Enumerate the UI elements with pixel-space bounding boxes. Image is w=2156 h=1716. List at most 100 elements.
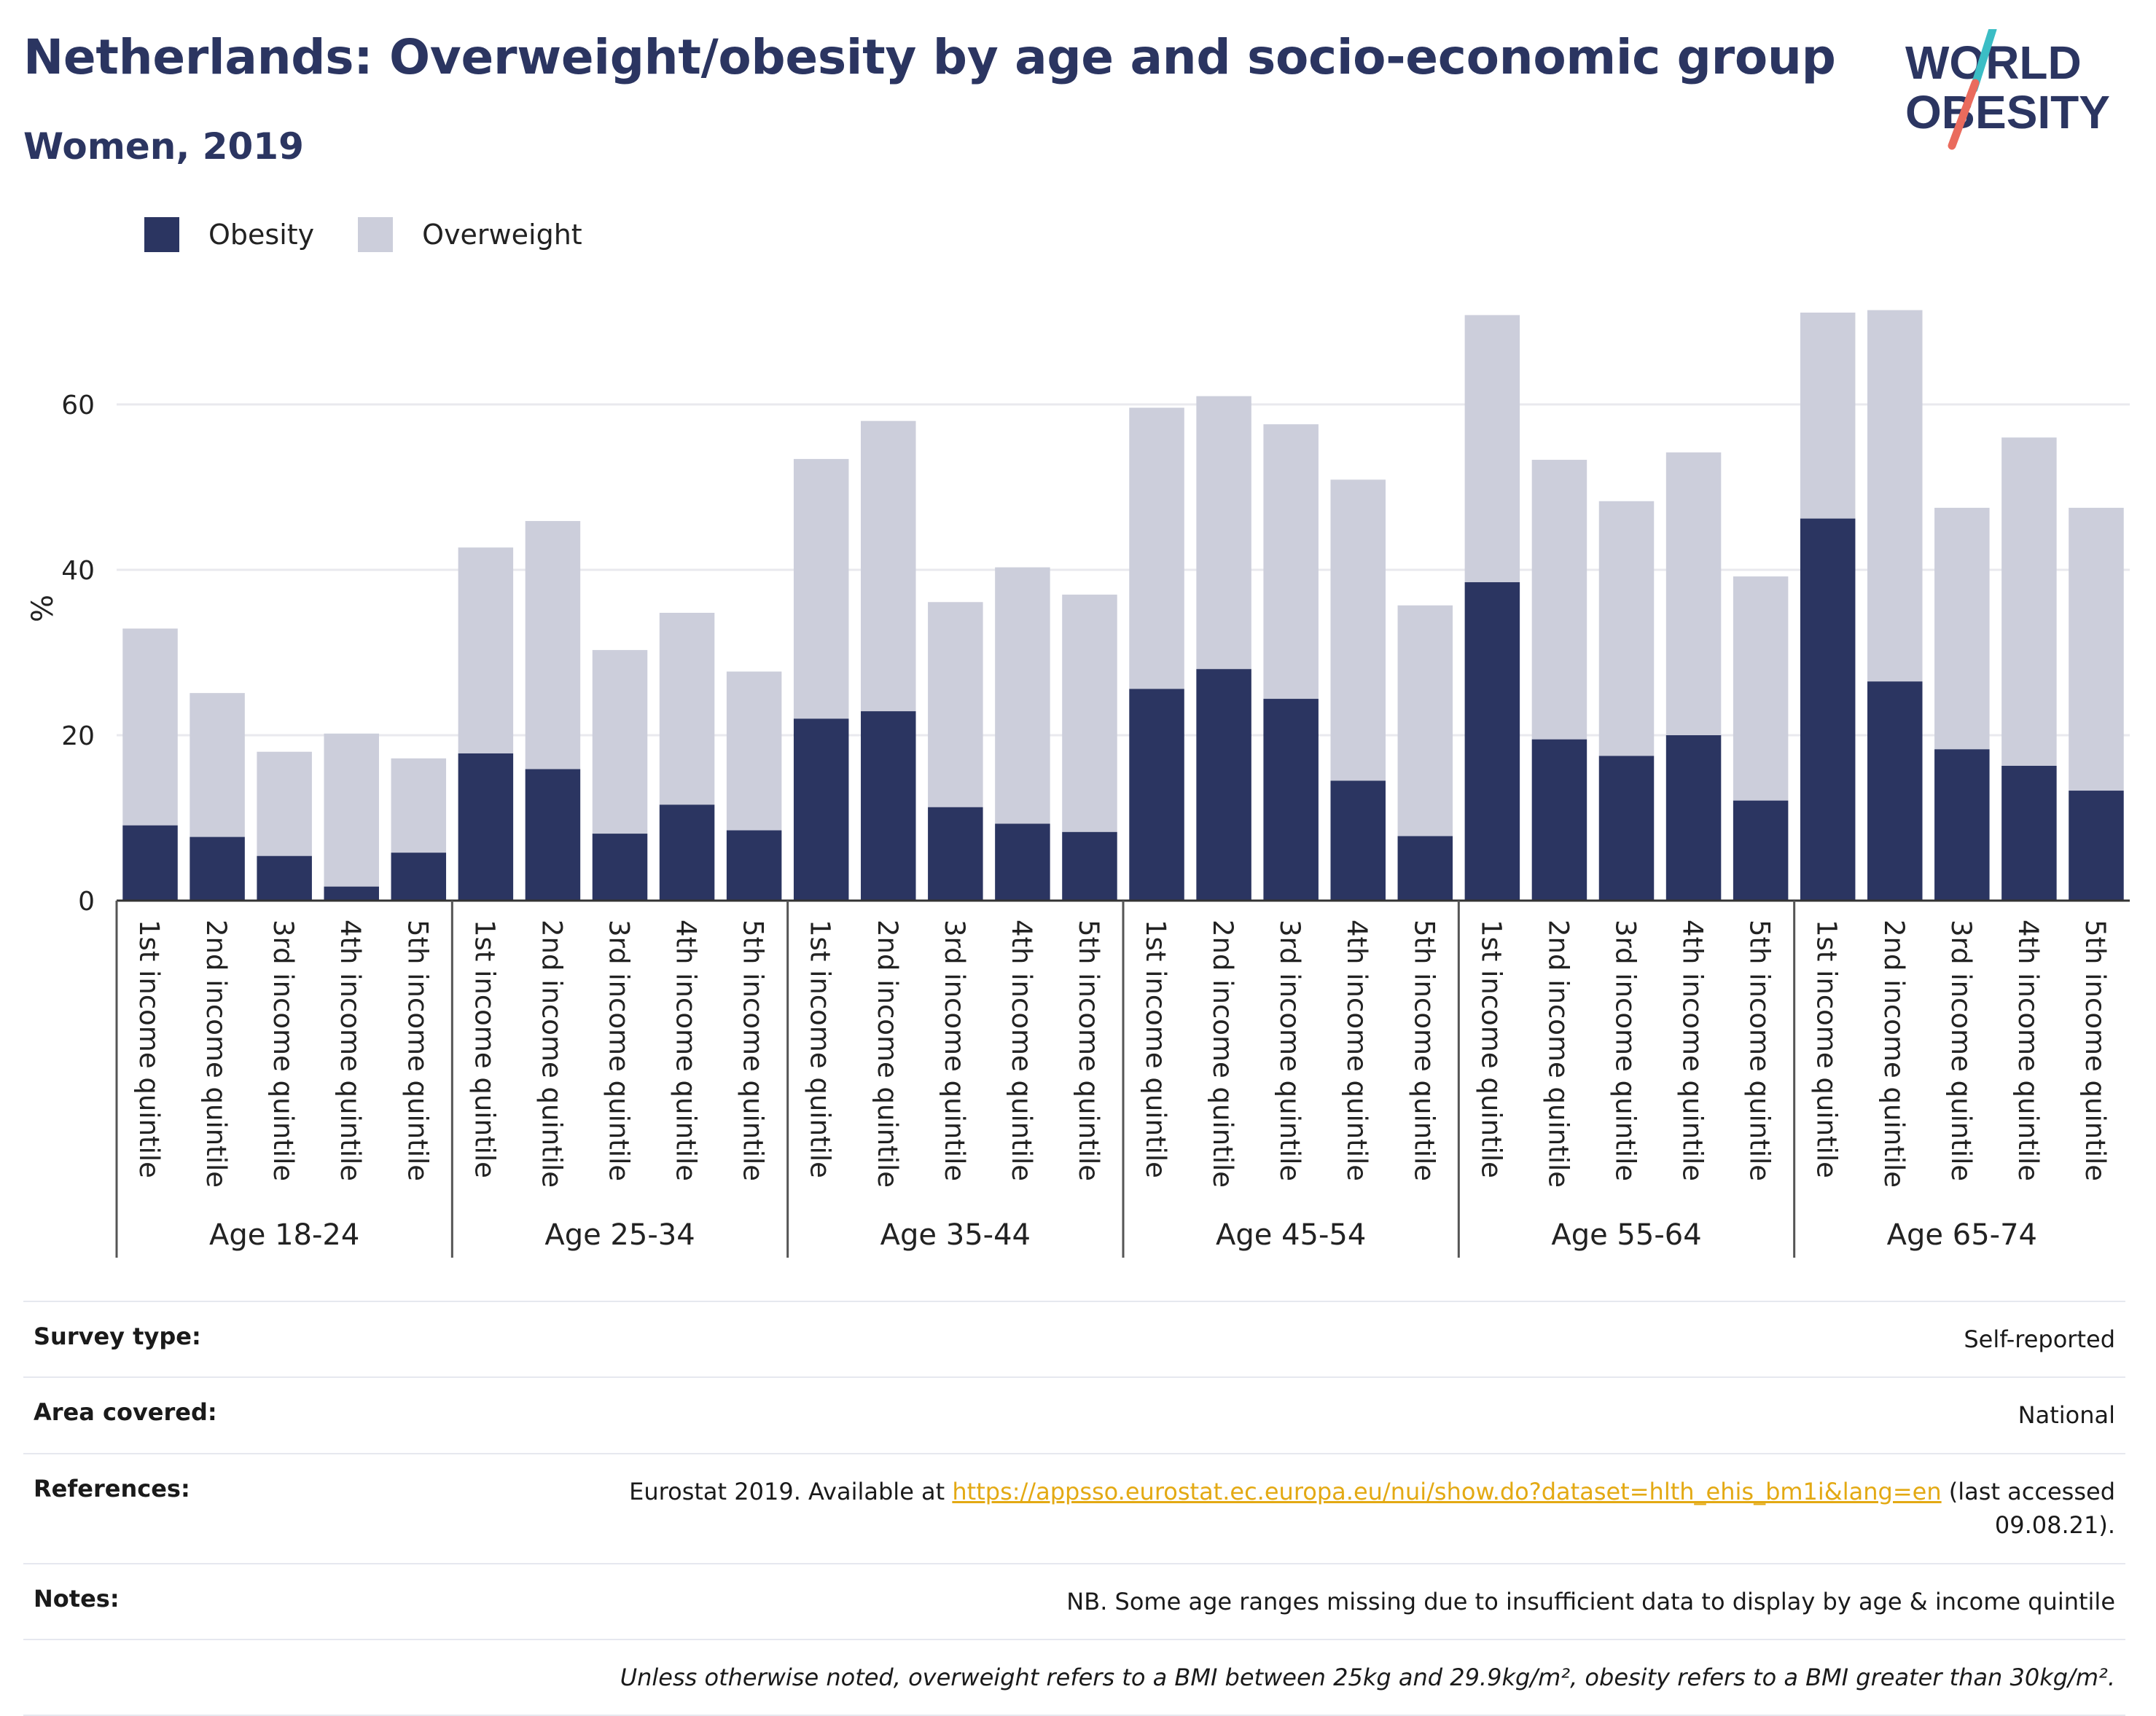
x-tick-label: 3rd income quintile: [1945, 920, 1977, 1181]
logo-word-obesity: OBESITY: [1905, 86, 2110, 138]
logo-slash-teal: [1969, 29, 1997, 93]
x-tick-label: 5th income quintile: [402, 920, 433, 1181]
bar-overweight: [122, 628, 178, 826]
bar-overweight: [1129, 407, 1184, 689]
x-tick-label: 5th income quintile: [1073, 920, 1104, 1181]
x-tick-label: 1st income quintile: [133, 920, 165, 1178]
world-obesity-logo[interactable]: WORLD OBESITY: [1895, 29, 2143, 153]
info-table: Survey type: Self-reported Area covered:…: [23, 1301, 2125, 1716]
bar-overweight: [1196, 396, 1251, 670]
bar-overweight: [726, 671, 782, 831]
x-tick-label: 1st income quintile: [1475, 920, 1507, 1178]
bar-obesity: [1733, 800, 1789, 901]
info-label: Survey type:: [34, 1323, 201, 1350]
bar-obesity: [122, 825, 178, 901]
bar-obesity: [659, 804, 715, 901]
group-label: Age 65-74: [1887, 1218, 2037, 1252]
info-row-notes: Notes: NB. Some age ranges missing due t…: [23, 1562, 2125, 1639]
x-tick-label: 5th income quintile: [2079, 920, 2111, 1181]
x-tick-label: 4th income quintile: [1677, 920, 1708, 1181]
y-tick-label: 20: [61, 721, 95, 751]
bar-obesity: [391, 853, 447, 901]
y-tick-label: 60: [61, 391, 95, 420]
info-value: NB. Some age ranges missing due to insuf…: [1066, 1587, 2115, 1615]
y-axis-label: %: [26, 595, 60, 622]
bar-overweight: [1531, 460, 1587, 740]
x-tick-label: 5th income quintile: [738, 920, 769, 1181]
bar-obesity: [928, 807, 983, 901]
x-tick-label: 2nd income quintile: [1207, 920, 1238, 1188]
bar-obesity: [1263, 699, 1319, 901]
bar-obesity: [324, 886, 379, 901]
bar-obesity: [1196, 669, 1251, 901]
x-tick-label: 1st income quintile: [469, 920, 500, 1178]
info-row-survey-type: Survey type: Self-reported: [23, 1301, 2125, 1376]
x-tick-label: 2nd income quintile: [1542, 920, 1574, 1188]
bar-overweight: [1263, 424, 1319, 700]
x-tick-label: 4th income quintile: [671, 920, 702, 1181]
bar-obesity: [995, 823, 1050, 901]
bar-obesity: [1129, 689, 1184, 901]
legend-label-overweight: Overweight: [422, 219, 582, 251]
bar-obesity: [1397, 836, 1453, 901]
bar-obesity: [726, 830, 782, 901]
bar-overweight: [1867, 310, 1923, 682]
group-label: Age 25-34: [544, 1218, 695, 1252]
info-label: Area covered:: [34, 1398, 217, 1427]
info-label: Notes:: [34, 1584, 120, 1613]
logo-word-world: WORLD: [1905, 36, 2082, 89]
bar-obesity: [1800, 518, 1856, 901]
x-tick-label: 4th income quintile: [1006, 920, 1037, 1181]
bar-obesity: [2069, 791, 2124, 901]
bar-overweight: [391, 758, 447, 853]
bar-obesity: [1867, 681, 1923, 901]
group-label: Age 18-24: [209, 1218, 359, 1252]
legend-label-obesity: Obesity: [208, 219, 315, 251]
legend-item-obesity[interactable]: Obesity: [144, 217, 314, 252]
legend-swatch-overweight: [358, 217, 394, 252]
bar-overweight: [2001, 437, 2057, 766]
bar-obesity: [257, 855, 312, 901]
info-row-footnote: Unless otherwise noted, overweight refer…: [23, 1638, 2125, 1716]
bar-overweight: [861, 420, 916, 712]
reference-suffix: (last accessed: [1941, 1477, 2115, 1505]
bar-overweight: [1464, 315, 1520, 583]
bar-overweight: [1062, 595, 1117, 832]
bar-overweight: [659, 613, 715, 805]
bar-obesity: [1665, 735, 1722, 901]
bar-overweight: [1598, 501, 1655, 756]
legend-item-overweight[interactable]: Overweight: [358, 217, 582, 252]
info-value: Self-reported: [1964, 1325, 2115, 1353]
y-tick-label: 40: [61, 556, 95, 586]
legend-swatch-obesity: [144, 217, 179, 252]
info-row-area-covered: Area covered: National: [23, 1376, 2125, 1452]
x-tick-label: 5th income quintile: [1408, 920, 1440, 1181]
chart-subtitle: Women, 2019: [23, 125, 304, 168]
info-row-references: References: Eurostat 2019. Available at …: [23, 1452, 2125, 1563]
chart-title: Netherlands: Overweight/obesity by age a…: [23, 29, 1836, 85]
bar-obesity: [1531, 739, 1587, 901]
reference-prefix: Eurostat 2019. Available at: [629, 1477, 953, 1505]
x-tick-label: 3rd income quintile: [939, 920, 970, 1181]
bar-obesity: [592, 834, 648, 901]
bar-overweight: [257, 751, 312, 856]
reference-link[interactable]: https://appsso.eurostat.ec.europa.eu/nui…: [952, 1477, 1942, 1505]
x-tick-label: 2nd income quintile: [200, 920, 232, 1188]
bar-overweight: [458, 547, 514, 753]
bar-overweight: [1397, 605, 1453, 837]
bar-overweight: [1665, 452, 1722, 735]
bar-obesity: [793, 718, 849, 901]
bar-overweight: [1330, 479, 1386, 781]
info-value: Eurostat 2019. Available at https://apps…: [629, 1475, 2115, 1543]
bar-overweight: [190, 693, 245, 837]
x-tick-label: 3rd income quintile: [1274, 920, 1305, 1181]
y-tick-label: 0: [78, 887, 95, 917]
bar-obesity: [1062, 831, 1117, 901]
bar-obesity: [1464, 582, 1520, 901]
bar-obesity: [458, 753, 514, 901]
group-label: Age 45-54: [1216, 1218, 1366, 1252]
x-tick-label: 2nd income quintile: [1878, 920, 1910, 1188]
bar-overweight: [1733, 576, 1789, 801]
x-tick-label: 1st income quintile: [805, 920, 836, 1178]
logo-slash-coral: [1948, 79, 1980, 150]
